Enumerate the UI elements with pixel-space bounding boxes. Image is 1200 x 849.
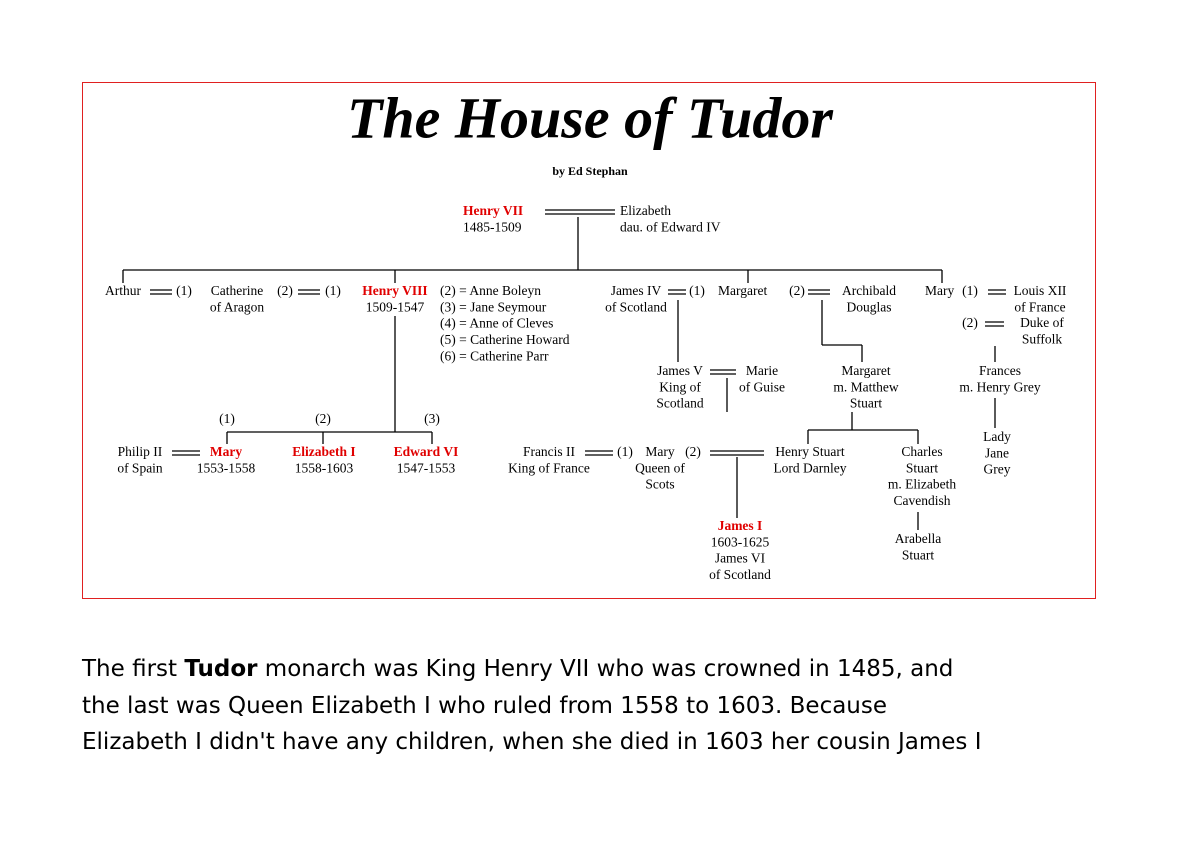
person-label: Edward VI xyxy=(394,444,459,459)
person-label: of Spain xyxy=(117,460,163,475)
person-label: Scots xyxy=(645,477,674,492)
marriage-number: (1) xyxy=(617,444,633,459)
person-label: 1547-1553 xyxy=(397,460,456,475)
person-label: 1603-1625 xyxy=(711,534,770,549)
person-label: Elizabeth I xyxy=(292,444,355,459)
person-label: Archibald xyxy=(842,283,896,298)
person-label: Duke of xyxy=(1020,315,1064,330)
person-label: (4) = Anne of Cleves xyxy=(440,316,553,331)
diagram-title: The House of Tudor xyxy=(347,85,833,150)
marriage-number: (1) xyxy=(219,411,235,426)
person-label: Douglas xyxy=(847,299,892,314)
person-label: Stuart xyxy=(906,460,938,475)
marriage-number: (2) xyxy=(685,444,701,459)
person-label: 1558-1603 xyxy=(295,460,354,475)
person-label: of Scotland xyxy=(709,567,771,582)
bold-text: Tudor xyxy=(184,656,258,682)
person-label: Henry VII xyxy=(463,203,523,218)
person-label: of Scotland xyxy=(605,299,667,314)
person-label: James V xyxy=(657,363,703,378)
person-label: of Guise xyxy=(739,379,785,394)
person-label: Jane xyxy=(985,445,1009,460)
person-label: 1509-1547 xyxy=(366,299,425,314)
person-label: (6) = Catherine Parr xyxy=(440,348,549,363)
marriage-number: (1) xyxy=(176,283,192,298)
person-label: King of xyxy=(659,379,701,394)
marriage-number: (2) xyxy=(962,315,978,330)
person-label: Marie xyxy=(746,363,778,378)
person-label: Francis II xyxy=(523,444,576,459)
person-label: dau. of Edward IV xyxy=(620,219,721,234)
marriage-number: (3) xyxy=(424,411,440,426)
person-label: Margaret xyxy=(841,363,890,378)
paragraph-line: The first Tudor monarch was King Henry V… xyxy=(81,656,953,682)
person-label: Suffolk xyxy=(1022,331,1063,346)
person-label: Mary xyxy=(645,444,674,459)
marriage-number: (2) xyxy=(315,411,331,426)
person-label: Cavendish xyxy=(894,493,951,508)
person-label: Scotland xyxy=(656,396,703,411)
person-label: Lord Darnley xyxy=(773,460,846,475)
person-label: Mary xyxy=(210,444,242,459)
person-label: Catherine xyxy=(211,283,263,298)
person-label: Stuart xyxy=(902,547,934,562)
marriage-lines xyxy=(150,209,1006,456)
person-label: Frances xyxy=(979,363,1021,378)
marriage-number: (1) xyxy=(962,283,978,298)
person-label: Margaret xyxy=(718,283,767,298)
text: The first xyxy=(81,656,184,682)
person-label: James VI xyxy=(715,551,766,566)
marriage-number: (1) xyxy=(325,283,341,298)
person-label: Louis XII xyxy=(1014,283,1067,298)
connectors xyxy=(122,217,996,530)
paragraph-line: the last was Queen Elizabeth I who ruled… xyxy=(82,693,887,719)
person-label: Stuart xyxy=(850,396,882,411)
person-label: James IV xyxy=(611,283,662,298)
person-label: m. Matthew xyxy=(833,379,898,394)
person-label: (5) = Catherine Howard xyxy=(440,332,570,347)
text: monarch was King Henry VII who was crown… xyxy=(258,656,954,682)
marriage-number: (1) xyxy=(689,283,705,298)
person-label: m. Henry Grey xyxy=(959,379,1041,394)
person-label: Henry Stuart xyxy=(775,444,845,459)
person-label: Mary xyxy=(925,283,954,298)
paragraph-line: Elizabeth I didn't have any children, wh… xyxy=(82,729,981,755)
person-label: Arthur xyxy=(105,283,141,298)
person-label: Queen of xyxy=(635,460,685,475)
byline: by Ed Stephan xyxy=(552,164,628,178)
marriage-number: (2) xyxy=(789,283,805,298)
person-label: 1553-1558 xyxy=(197,460,256,475)
person-label: Lady xyxy=(983,429,1011,444)
person-label: (3) = Jane Seymour xyxy=(440,299,547,314)
person-label: King of France xyxy=(508,460,590,475)
person-label: (2) = Anne Boleyn xyxy=(440,283,541,298)
person-label: Grey xyxy=(984,462,1011,477)
person-label: of Aragon xyxy=(210,299,265,314)
person-label: Charles xyxy=(901,444,942,459)
person-label: James I xyxy=(718,518,763,533)
person-label: Philip II xyxy=(118,444,163,459)
diagram-frame xyxy=(82,82,1096,599)
person-label: Elizabeth xyxy=(620,203,671,218)
person-label: Arabella xyxy=(895,531,941,546)
person-label: Henry VIII xyxy=(362,283,427,298)
marriage-number: (2) xyxy=(277,283,293,298)
person-label: m. Elizabeth xyxy=(888,477,956,492)
person-label: of France xyxy=(1014,299,1065,314)
person-label: 1485-1509 xyxy=(463,219,522,234)
